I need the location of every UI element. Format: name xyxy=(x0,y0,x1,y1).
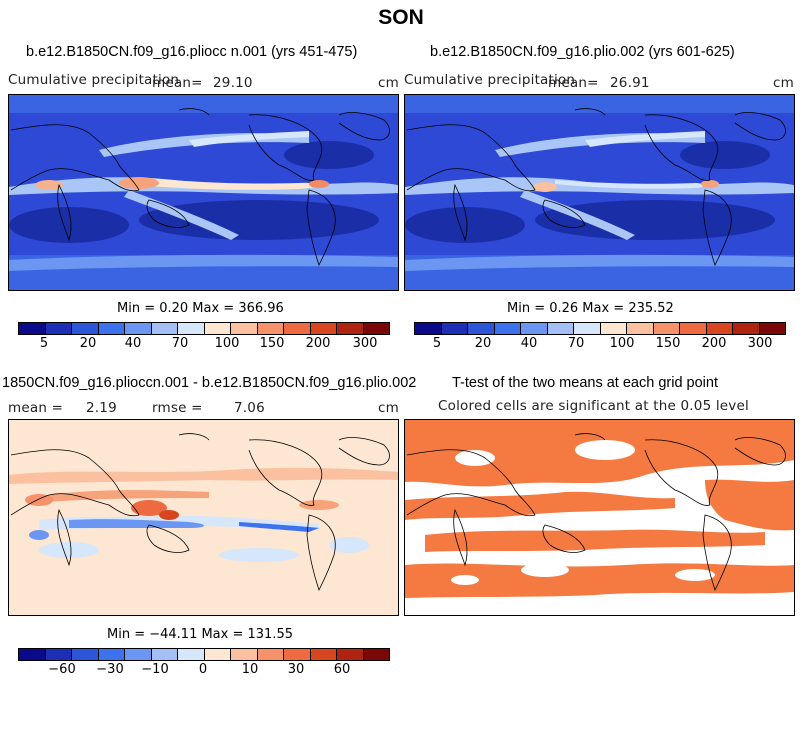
panel1-mean-value: 29.10 xyxy=(213,75,253,91)
cbar2-tick: 5 xyxy=(432,336,442,351)
panel1-units: cm xyxy=(378,75,399,91)
cbar1-tick: 5 xyxy=(39,336,49,351)
panel3-map xyxy=(8,419,399,616)
coastlines xyxy=(10,108,390,267)
panel2-mean-label: mean= xyxy=(548,75,599,91)
cbar3-tick: 10 xyxy=(241,662,259,677)
panel3-rmse-label: rmse = xyxy=(152,400,203,416)
panel1-mean-label: mean= xyxy=(152,75,203,91)
panel3-title: 1850CN.f09_g16.plioccn.001 - b.e12.B1850… xyxy=(2,375,417,391)
cbar2-tick: 40 xyxy=(520,336,538,351)
cbar2-tick: 300 xyxy=(747,336,773,351)
cbar3-tick: −10 xyxy=(141,662,169,677)
panel2-label: Cumulative precipitation xyxy=(404,72,576,88)
difference-map xyxy=(9,420,398,615)
cbar2-tick: 20 xyxy=(474,336,492,351)
panel4-title: T-test of the two means at each grid poi… xyxy=(452,375,718,391)
panel1-minmax: Min = 0.20 Max = 366.96 xyxy=(117,301,284,316)
cbar3-tick: −60 xyxy=(48,662,76,677)
colorbar-precip-1 xyxy=(18,322,390,335)
colorbar-precip-2 xyxy=(414,322,786,335)
panel2-title: b.e12.B1850CN.f09_g16.plio.002 (yrs 601-… xyxy=(430,44,735,60)
panel3-minmax: Min = −44.11 Max = 131.55 xyxy=(107,627,293,642)
panel2-mean-value: 26.91 xyxy=(610,75,650,91)
cbar2-tick: 150 xyxy=(655,336,681,351)
precip-map-2 xyxy=(405,95,794,290)
cbar1-tick: 40 xyxy=(124,336,142,351)
coastlines xyxy=(10,433,390,592)
cbar3-tick: −30 xyxy=(96,662,124,677)
panel3-units: cm xyxy=(378,400,399,416)
cbar3-tick: 30 xyxy=(287,662,305,677)
cbar3-tick: 60 xyxy=(333,662,351,677)
cbar1-tick: 20 xyxy=(79,336,97,351)
cbar1-tick: 70 xyxy=(171,336,189,351)
colorbar-diff xyxy=(18,648,390,661)
panel3-mean-value: 2.19 xyxy=(86,400,117,416)
panel4-subtitle: Colored cells are significant at the 0.0… xyxy=(438,398,749,414)
cbar1-tick: 200 xyxy=(305,336,331,351)
panel1-label: Cumulative precipitation xyxy=(8,72,180,88)
cbar2-tick: 70 xyxy=(567,336,585,351)
precip-map-1 xyxy=(9,95,398,290)
panel1-map xyxy=(8,94,399,291)
cbar2-tick: 100 xyxy=(609,336,635,351)
panel2-minmax: Min = 0.26 Max = 235.52 xyxy=(507,301,674,316)
cbar1-tick: 300 xyxy=(352,336,378,351)
cbar2-tick: 200 xyxy=(701,336,727,351)
figure-title: SON xyxy=(378,6,424,29)
panel4-map xyxy=(404,419,795,616)
ttest-map xyxy=(405,420,794,615)
panel2-map xyxy=(404,94,795,291)
cbar1-tick: 150 xyxy=(259,336,285,351)
panel1-title: b.e12.B1850CN.f09_g16.pliocc n.001 (yrs … xyxy=(26,44,358,60)
coastlines xyxy=(406,108,786,267)
cbar1-tick: 100 xyxy=(214,336,240,351)
panel3-rmse-value: 7.06 xyxy=(234,400,265,416)
coastlines xyxy=(406,433,786,592)
cbar3-tick: 0 xyxy=(198,662,208,677)
panel3-mean-label: mean = xyxy=(8,400,64,416)
panel2-units: cm xyxy=(773,75,794,91)
